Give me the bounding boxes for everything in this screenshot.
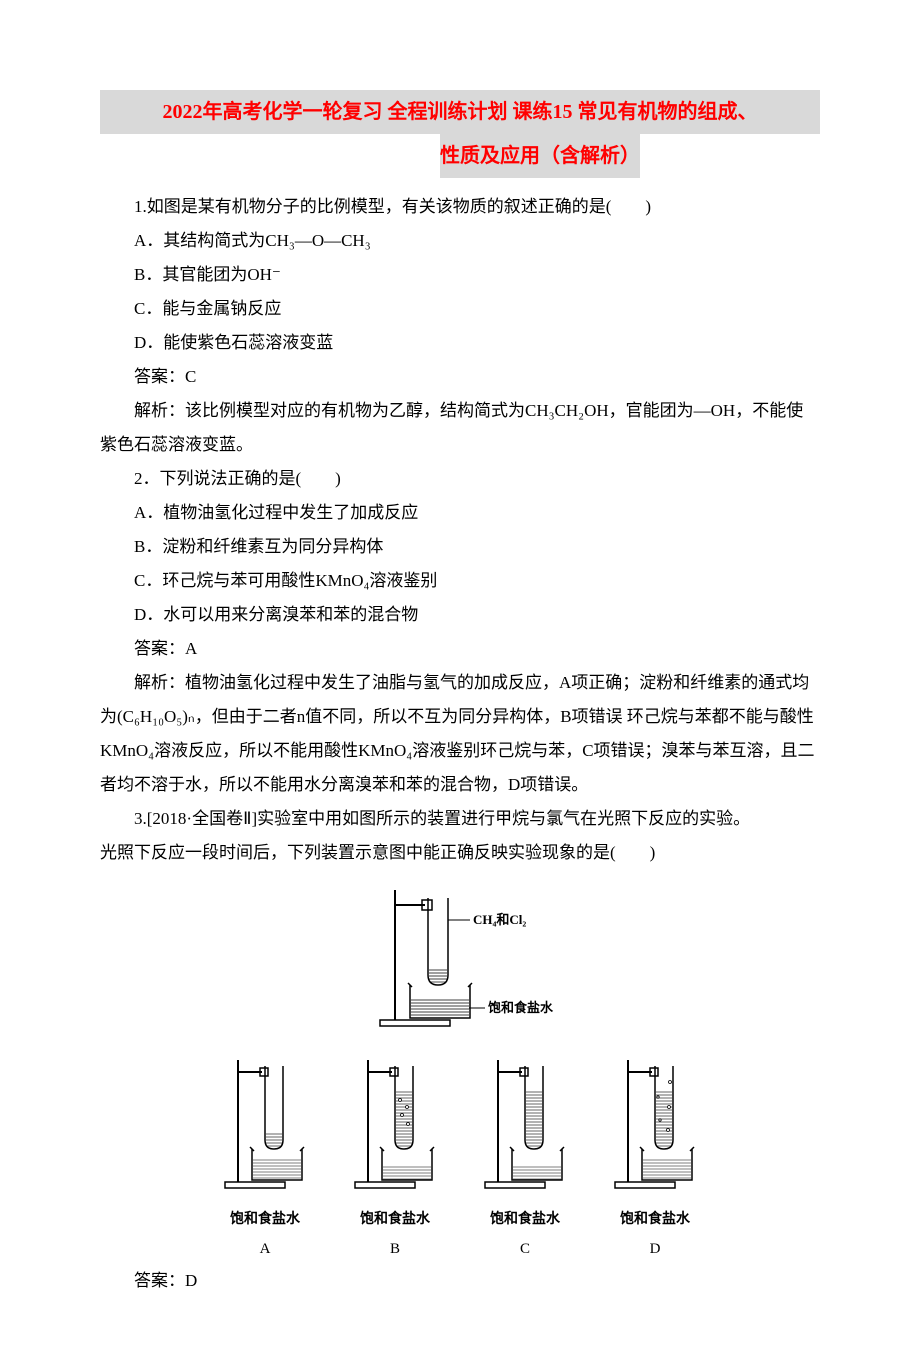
apparatus-D-svg bbox=[600, 1052, 710, 1192]
apparatus-A-svg bbox=[210, 1052, 320, 1192]
sub-letter-D: D bbox=[600, 1234, 710, 1264]
q1-optC: C．能与金属钠反应 bbox=[100, 292, 820, 326]
main-diagram: CH₄和Cl₂ 饱和食盐水 bbox=[100, 880, 820, 1042]
q2-explain: 解析：植物油氢化过程中发生了油脂与氢气的加成反应，A项正确；淀粉和纤维素的通式均… bbox=[100, 666, 820, 802]
q1-explain: 解析：该比例模型对应的有机物为乙醇，结构简式为CH₃CH₂OH，官能团为—OH，… bbox=[100, 394, 820, 462]
q3-answer: 答案：D bbox=[100, 1264, 820, 1298]
sub-diagram-D: 饱和食盐水 D bbox=[600, 1052, 710, 1264]
q1-text: 1.如图是某有机物分子的比例模型，有关该物质的叙述正确的是( ) bbox=[100, 190, 820, 224]
q1-optA: A．其结构简式为CH₃—O—CH₃ bbox=[100, 224, 820, 258]
q2-optA: A．植物油氢化过程中发生了加成反应 bbox=[100, 496, 820, 530]
q1-answer: 答案：C bbox=[100, 360, 820, 394]
q1-optD: D．能使紫色石蕊溶液变蓝 bbox=[100, 326, 820, 360]
sub-label-D: 饱和食盐水 bbox=[600, 1206, 710, 1234]
q2-optC: C．环己烷与苯可用酸性KMnO₄溶液鉴别 bbox=[100, 564, 820, 598]
sub-diagram-B: 饱和食盐水 B bbox=[340, 1052, 450, 1264]
apparatus-main-svg: CH₄和Cl₂ 饱和食盐水 bbox=[350, 880, 570, 1030]
sub-letter-A: A bbox=[210, 1234, 320, 1264]
apparatus-B-svg bbox=[340, 1052, 450, 1192]
sub-label-A: 饱和食盐水 bbox=[210, 1206, 320, 1234]
q2-text: 2．下列说法正确的是( ) bbox=[100, 462, 820, 496]
q3-text2: 光照下反应一段时间后，下列装置示意图中能正确反映实验现象的是( ) bbox=[100, 836, 820, 870]
sub-diagram-A: 饱和食盐水 A bbox=[210, 1052, 320, 1264]
q2-optB: B．淀粉和纤维素互为同分异构体 bbox=[100, 530, 820, 564]
sub-label-C: 饱和食盐水 bbox=[470, 1206, 580, 1234]
sub-letter-C: C bbox=[470, 1234, 580, 1264]
sub-letter-B: B bbox=[340, 1234, 450, 1264]
sub-diagrams-row: 饱和食盐水 A bbox=[100, 1052, 820, 1264]
q2-optD: D．水可以用来分离溴苯和苯的混合物 bbox=[100, 598, 820, 632]
sub-label-B: 饱和食盐水 bbox=[340, 1206, 450, 1234]
title-line-2: 性质及应用（含解析） bbox=[440, 134, 640, 178]
q3-text1: 3.[2018·全国卷Ⅱ]实验室中用如图所示的装置进行甲烷与氯气在光照下反应的实… bbox=[100, 802, 820, 836]
q1-optB: B．其官能团为OH⁻ bbox=[100, 258, 820, 292]
apparatus-C-svg bbox=[470, 1052, 580, 1192]
label-ch4cl2: CH₄和Cl₂ bbox=[473, 912, 526, 927]
sub-diagram-C: 饱和食盐水 C bbox=[470, 1052, 580, 1264]
label-saltwater: 饱和食盐水 bbox=[487, 1000, 554, 1015]
q2-answer: 答案：A bbox=[100, 632, 820, 666]
title-line-1: 2022年高考化学一轮复习 全程训练计划 课练15 常见有机物的组成、 bbox=[100, 90, 820, 134]
